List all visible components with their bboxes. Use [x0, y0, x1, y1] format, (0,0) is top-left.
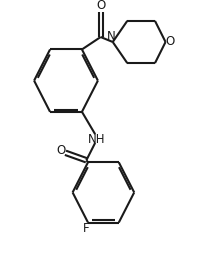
Text: O: O [56, 144, 65, 157]
Text: N: N [107, 30, 116, 43]
Text: O: O [96, 0, 105, 13]
Text: NH: NH [88, 133, 105, 146]
Text: O: O [166, 35, 175, 49]
Text: F: F [82, 222, 89, 235]
